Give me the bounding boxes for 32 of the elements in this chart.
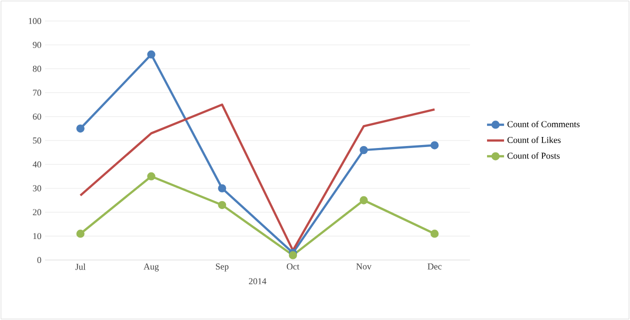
point <box>288 251 298 260</box>
x-tick-label: Aug <box>144 264 159 272</box>
point <box>430 141 439 150</box>
y-tick-label: 60 <box>32 114 42 120</box>
y-tick-label: 50 <box>33 137 42 144</box>
point <box>76 124 85 133</box>
point <box>147 50 156 59</box>
point <box>360 146 368 154</box>
point <box>218 184 226 192</box>
point <box>430 230 439 238</box>
y-tick-label: 20 <box>32 209 42 216</box>
y-tick-label: 10 <box>33 233 42 240</box>
x-axis-title: 2014 <box>248 278 266 284</box>
point <box>218 200 226 210</box>
y-tick-label: 70 <box>33 90 42 96</box>
point <box>360 196 368 204</box>
y-tick-label: 90 <box>32 42 42 48</box>
x-tick-label: Sep <box>216 264 228 272</box>
legend-label: Count of Posts <box>508 152 560 159</box>
legend-label: Count of Comments <box>508 120 580 128</box>
x-tick-label: Dec <box>428 264 442 270</box>
y-tick-label: 40 <box>32 161 42 168</box>
x-tick-label: Nov <box>356 264 372 270</box>
y-tick-label: 0 <box>37 256 42 264</box>
legend-label: Count of Likes <box>508 136 561 143</box>
y-tick-label: 80 <box>32 66 42 72</box>
x-tick-label: Oct <box>286 264 300 270</box>
y-tick-label: 100 <box>28 18 42 24</box>
y-tick-label: 30 <box>32 185 42 192</box>
x-tick-label: Jul <box>75 264 86 270</box>
point <box>76 230 85 238</box>
point <box>147 172 156 180</box>
